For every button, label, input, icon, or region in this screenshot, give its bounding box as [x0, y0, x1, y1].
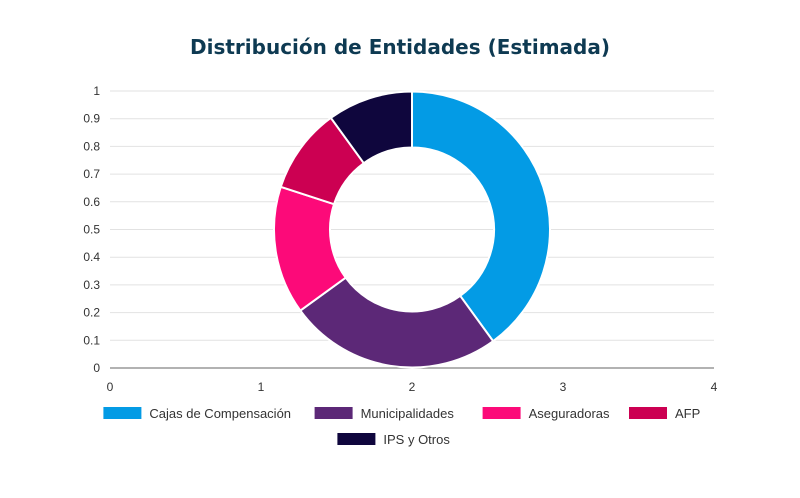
y-tick-label: 0.5 — [83, 223, 100, 237]
legend-label: Municipalidades — [361, 406, 455, 421]
y-tick-label: 0.7 — [83, 167, 100, 181]
x-tick-label: 0 — [107, 380, 114, 394]
donut-slice — [411, 90, 551, 343]
legend-label: Cajas de Compensación — [149, 406, 291, 421]
x-tick-label: 2 — [409, 380, 416, 394]
legend-swatch — [337, 433, 376, 445]
legend-label: Aseguradoras — [529, 406, 610, 421]
legend-swatch — [314, 407, 353, 419]
legend-label: AFP — [675, 406, 700, 421]
donut-slices — [273, 90, 551, 369]
donut-slice — [329, 90, 413, 165]
legend: Cajas de Compensación Municipalidades Aseg… — [103, 406, 700, 447]
x-axis-ticks: 0 1 2 3 4 — [107, 380, 718, 394]
y-tick-label: 0.9 — [83, 112, 100, 126]
y-tick-label: 0.3 — [83, 278, 100, 292]
y-tick-label: 1 — [93, 84, 100, 98]
donut-slice — [298, 276, 495, 369]
legend-swatch — [482, 407, 521, 419]
chart-title: Distribución de Entidades (Estimada) — [190, 35, 610, 59]
x-tick-label: 1 — [258, 380, 265, 394]
y-tick-label: 0.4 — [83, 250, 100, 264]
y-tick-label: 0.6 — [83, 195, 100, 209]
y-axis-ticks: 0 0.1 0.2 0.3 0.4 0.5 0.6 0.7 0.8 0.9 1 — [83, 84, 100, 375]
legend-swatch — [629, 407, 667, 419]
x-tick-label: 3 — [560, 380, 567, 394]
x-tick-label: 4 — [711, 380, 718, 394]
y-tick-label: 0.8 — [83, 139, 100, 153]
legend-label: IPS y Otros — [383, 432, 450, 447]
y-tick-label: 0.1 — [83, 333, 100, 347]
y-tick-label: 0.2 — [83, 306, 100, 320]
y-tick-label: 0 — [93, 361, 100, 375]
legend-swatch — [103, 407, 142, 419]
